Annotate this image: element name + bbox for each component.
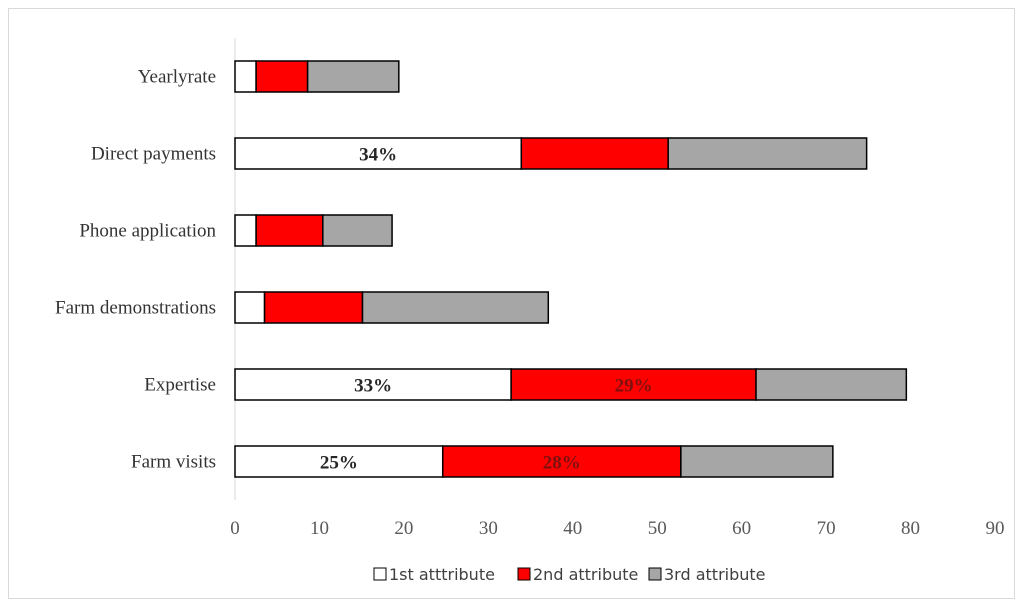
bar-segment-3 (322, 214, 393, 247)
bar-segment-1 (234, 445, 444, 478)
x-tick-label: 90 (986, 518, 1005, 539)
bar-segment-3 (680, 445, 834, 478)
category-label: Direct payments (91, 144, 216, 165)
legend-swatch-3 (648, 567, 662, 581)
data-label: 28% (543, 453, 581, 474)
data-label: 34% (359, 145, 397, 166)
x-tick-label: 60 (732, 518, 751, 539)
bar-segment-3 (306, 60, 400, 93)
category-label: Farm demonstrations (55, 298, 216, 319)
x-tick-label: 70 (817, 518, 836, 539)
data-label: 29% (615, 376, 653, 397)
x-tick-label: 50 (648, 518, 667, 539)
bar-segment-2 (263, 291, 364, 324)
bar-segment-2 (441, 445, 682, 478)
x-tick-label: 10 (310, 518, 329, 539)
bar-segment-2 (520, 137, 669, 170)
legend-label: 1st atttribute (389, 565, 495, 584)
x-tick-label: 20 (394, 518, 413, 539)
x-tick-label: 0 (230, 518, 240, 539)
category-label: Yearlyrate (138, 67, 216, 88)
data-label: 25% (320, 453, 358, 474)
legend-label: 3rd attribute (664, 565, 766, 584)
category-label: Farm visits (131, 452, 216, 473)
bar-segment-1 (234, 214, 257, 247)
x-tick-label: 30 (479, 518, 498, 539)
bar-segment-3 (361, 291, 550, 324)
bar-segment-1 (234, 60, 257, 93)
x-tick-label: 80 (901, 518, 920, 539)
x-tick-label: 40 (563, 518, 582, 539)
bar-segment-2 (255, 214, 324, 247)
bar-segment-3 (755, 368, 908, 401)
legend-label: 2nd attribute (533, 565, 638, 584)
bar-segment-3 (667, 137, 868, 170)
category-label: Expertise (144, 375, 216, 396)
legend-swatch-1 (373, 567, 387, 581)
legend-swatch-2 (517, 567, 531, 581)
data-label: 33% (354, 376, 392, 397)
category-label: Phone application (79, 221, 216, 242)
bar-segment-1 (234, 291, 266, 324)
bar-segment-2 (255, 60, 309, 93)
